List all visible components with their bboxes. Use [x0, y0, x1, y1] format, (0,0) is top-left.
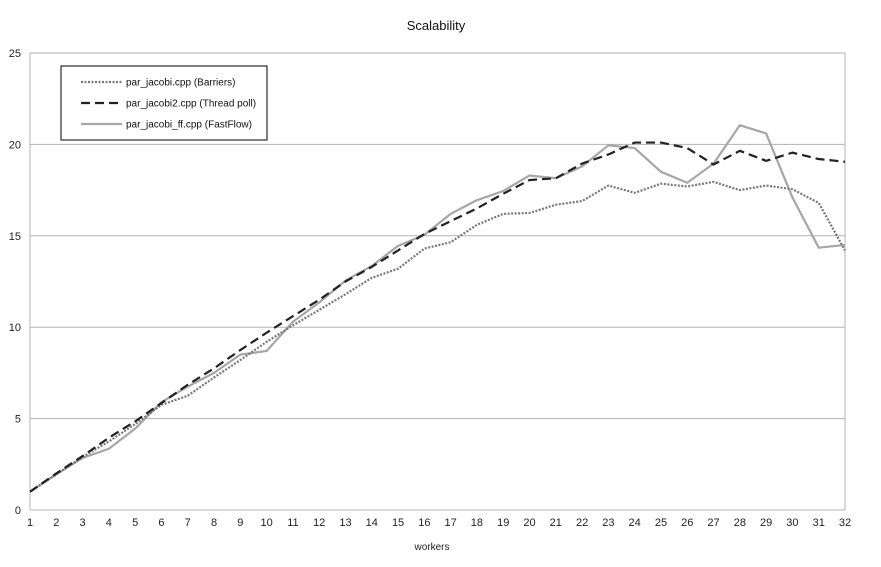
x-tick-label: 3	[80, 517, 86, 529]
y-tick-label: 5	[15, 414, 21, 426]
x-tick-label: 18	[471, 517, 483, 529]
legend-label: par_jacobi2.cpp (Thread poll)	[126, 99, 256, 110]
x-tick-label: 12	[313, 517, 325, 529]
x-tick-label: 24	[629, 517, 641, 529]
x-tick-label: 13	[339, 517, 351, 529]
x-tick-label: 19	[497, 517, 509, 529]
x-tick-label: 28	[734, 517, 746, 529]
x-tick-label: 2	[53, 517, 59, 529]
x-tick-label: 10	[260, 517, 272, 529]
series-line-3	[29, 124, 846, 493]
x-tick-label: 16	[418, 517, 430, 529]
x-tick-label: 31	[813, 517, 825, 529]
y-tick-label: 20	[9, 139, 21, 151]
series-line-2	[29, 141, 846, 493]
x-tick-label: 5	[132, 517, 138, 529]
y-tick-label: 10	[9, 322, 21, 334]
x-tick-label: 8	[211, 517, 217, 529]
x-tick-label: 9	[237, 517, 243, 529]
legend: par_jacobi.cpp (Barriers) par_jacobi2.cpp…	[60, 65, 268, 141]
x-tick-label: 21	[550, 517, 562, 529]
legend-label: par_jacobi_ff.cpp (FastFlow)	[126, 120, 252, 131]
legend-label: par_jacobi.cpp (Barriers)	[126, 78, 236, 89]
y-tick-label: 0	[15, 505, 21, 517]
x-tick-label: 7	[185, 517, 191, 529]
x-tick-label: 20	[523, 517, 535, 529]
y-tick-label: 15	[9, 231, 21, 243]
x-axis-ticks: 1 2 3 4 5 6 7 8 9 10 11 12 13 14 15 16 17 18 19 20 21 22 23 24 2…	[27, 517, 851, 529]
gridlines	[30, 143, 845, 420]
x-axis-label: workers	[413, 542, 449, 553]
x-tick-label: 6	[158, 517, 164, 529]
x-tick-label: 15	[392, 517, 404, 529]
x-tick-label: 29	[760, 517, 772, 529]
x-tick-label: 27	[707, 517, 719, 529]
x-tick-label: 22	[576, 517, 588, 529]
series-line-1	[29, 180, 846, 493]
x-tick-label: 25	[655, 517, 667, 529]
series-lines	[29, 124, 846, 493]
chart-title: Scalability	[407, 18, 466, 33]
y-tick-label: 25	[9, 48, 21, 60]
y-axis-ticks: 0 5 10 15 20 25	[9, 48, 21, 517]
x-tick-label: 11	[287, 517, 298, 529]
x-tick-label: 32	[839, 517, 851, 529]
x-tick-label: 4	[106, 517, 112, 529]
x-tick-label: 26	[681, 517, 693, 529]
x-tick-label: 17	[445, 517, 457, 529]
x-tick-label: 30	[786, 517, 798, 529]
x-tick-label: 1	[27, 517, 33, 529]
x-tick-label: 23	[602, 517, 614, 529]
x-tick-label: 14	[366, 517, 378, 529]
plot-area-border	[29, 52, 846, 511]
